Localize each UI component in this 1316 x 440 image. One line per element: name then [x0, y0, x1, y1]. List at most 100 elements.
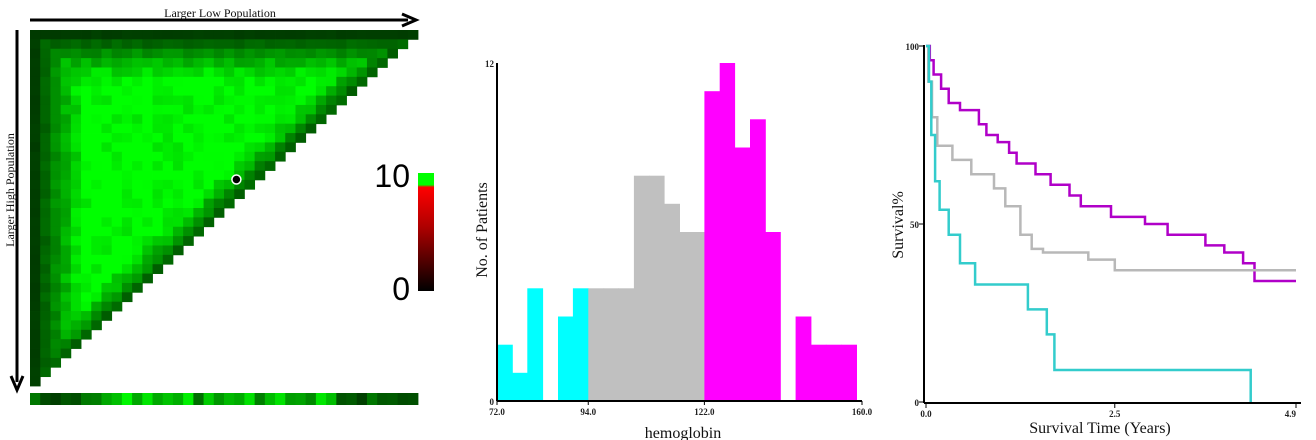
heatmap-cell	[91, 311, 102, 321]
heatmap-cell	[70, 339, 82, 349]
heatmap-cell	[183, 67, 194, 78]
heatmap-cell	[70, 170, 82, 181]
histogram-bar	[734, 147, 751, 401]
heatmap-cell	[224, 123, 235, 134]
heatmap-cell	[152, 208, 164, 218]
heatmap-cell	[234, 151, 245, 162]
heatmap-cell	[213, 95, 225, 106]
heatmap-cell	[60, 30, 72, 40]
heatmap-cell	[224, 48, 235, 59]
heatmap-cell	[142, 226, 153, 237]
heatmap-cell	[172, 245, 184, 256]
heatmap-cell	[254, 95, 266, 106]
heatmap-cell	[162, 236, 174, 246]
heatmap-cell	[50, 329, 62, 340]
heatmap-cell	[121, 142, 133, 153]
heatmap-cell	[244, 123, 256, 134]
heatmap-cell	[121, 76, 133, 87]
heatmap-cell	[315, 114, 327, 125]
histogram-bar	[750, 119, 766, 402]
colorbar-max-label: 10	[374, 158, 410, 194]
heatmap-cell	[91, 76, 102, 87]
heatmap-cell	[203, 39, 215, 50]
heatmap-cell	[50, 95, 62, 106]
heatmap-cell	[203, 48, 215, 59]
heatmap-cell	[111, 76, 123, 87]
heatmap-cell	[152, 236, 164, 246]
heatmap-cell	[30, 170, 41, 181]
heatmap-cell	[132, 273, 143, 284]
heatmap-cell	[285, 39, 296, 50]
histogram-bar	[825, 344, 842, 401]
survival-curve-1	[926, 44, 1296, 272]
heatmap-cell	[224, 86, 235, 96]
heatmap-cell	[101, 198, 113, 209]
heatmap-cell	[183, 151, 194, 162]
heatmap-cell	[183, 217, 194, 228]
heatmap-cell	[152, 264, 164, 274]
heatmap-cell	[162, 198, 174, 209]
heatmap-cell	[50, 320, 62, 331]
heatmap-cell	[162, 254, 174, 265]
histogram-bar	[558, 316, 574, 401]
heatmap-cell	[183, 161, 194, 171]
heatmap-cell	[121, 48, 133, 59]
heatmap-cell	[50, 30, 62, 40]
heatmap-cell	[346, 86, 358, 96]
heatmap-cell	[264, 39, 276, 50]
heatmap-cell	[162, 245, 174, 256]
heatmap-cell	[91, 104, 102, 115]
heatmap-cell	[264, 114, 276, 125]
heatmap-cell	[121, 189, 133, 200]
heatmap-cell	[60, 273, 72, 284]
heatmap-cell	[152, 170, 164, 181]
heatmap-cell	[213, 208, 225, 218]
heatmap-cell	[183, 76, 194, 87]
heatmap-cell	[254, 86, 266, 96]
heatmap-cell	[264, 95, 276, 106]
strip-cell	[142, 393, 153, 405]
heatmap-cell	[387, 48, 398, 59]
heatmap-cell	[81, 189, 92, 200]
heatmap-cell	[30, 301, 41, 312]
heatmap-cell	[183, 189, 194, 200]
heatmap-cell	[172, 208, 184, 218]
heatmap-cell	[101, 58, 113, 68]
heatmap-cell	[132, 208, 143, 218]
x-tick-label: 0.0	[920, 409, 932, 419]
heatmap-cell	[142, 30, 153, 40]
strip-cell	[60, 393, 72, 405]
heatmap-cell	[234, 86, 245, 96]
heatmap-cell	[326, 76, 337, 87]
heatmap-cell	[91, 226, 102, 237]
heatmap-cell	[50, 114, 62, 125]
heatmap-cell	[132, 179, 143, 190]
heatmap-cell	[224, 39, 235, 50]
heatmap-cell	[172, 217, 184, 228]
histogram-bar	[649, 175, 665, 401]
heatmap-cell	[30, 95, 41, 106]
heatmap-cell	[315, 30, 327, 40]
heatmap-cell	[346, 30, 358, 40]
heatmap-cell	[121, 179, 133, 190]
heatmap-cell	[203, 76, 215, 87]
heatmap-cell	[183, 95, 194, 106]
heatmap-cell	[132, 217, 143, 228]
heatmap-cell	[101, 39, 113, 50]
heatmap-cell	[60, 58, 72, 68]
heatmap-cell	[152, 217, 164, 228]
heatmap-cell	[91, 245, 102, 256]
heatmap-cell	[305, 95, 317, 106]
heatmap-cell	[81, 264, 92, 274]
heatmap-cell	[213, 48, 225, 59]
heatmap-cell	[162, 30, 174, 40]
heatmap-cell	[336, 95, 347, 106]
heatmap-cell	[193, 86, 204, 96]
heatmap-cell	[172, 226, 184, 237]
strip-cell	[203, 393, 215, 405]
heatmap-cell	[152, 245, 164, 256]
heatmap-cell	[224, 67, 235, 78]
heatmap-cell	[70, 226, 82, 237]
heatmap-cell	[60, 292, 72, 303]
heatmap-cell	[121, 217, 133, 228]
